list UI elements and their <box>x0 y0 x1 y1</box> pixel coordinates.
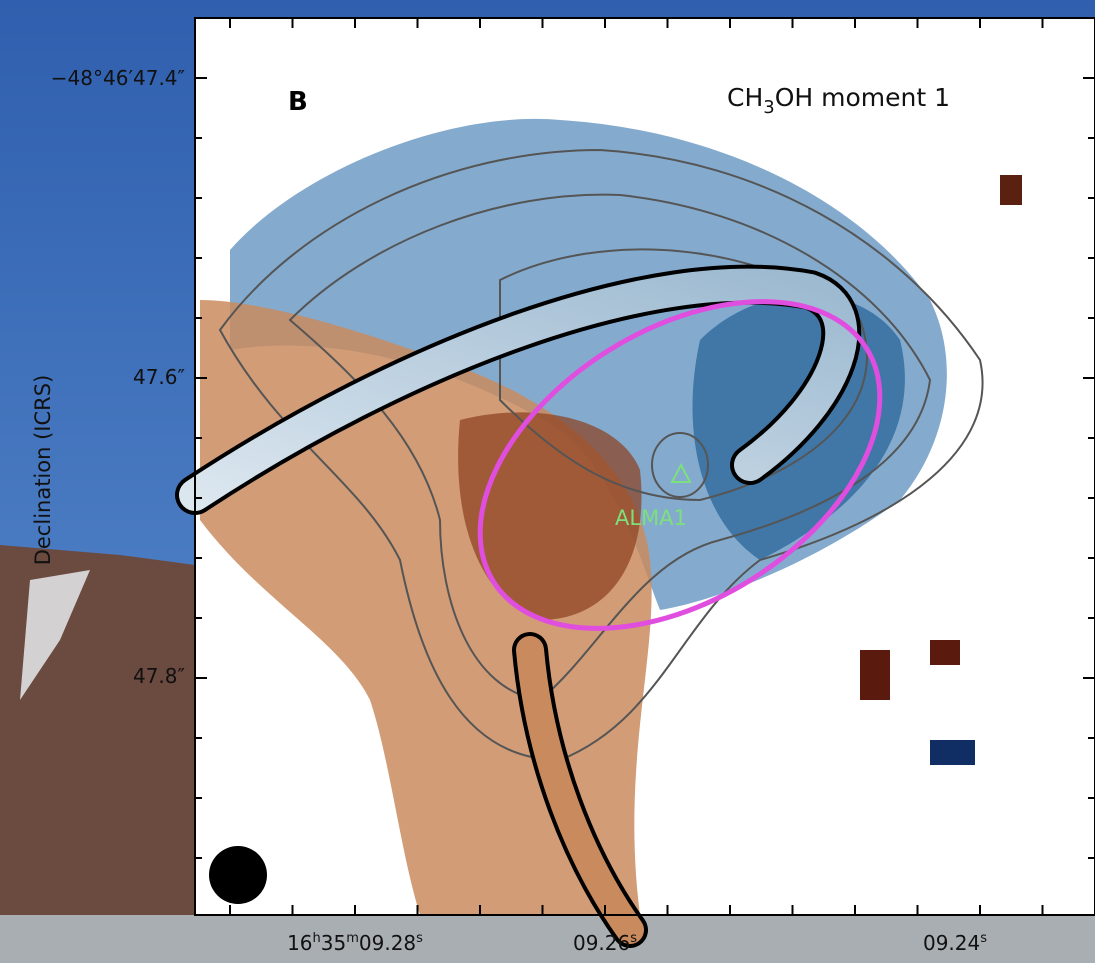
tick-unit: s <box>630 931 637 946</box>
y-axis-label: Declination (ICRS) <box>31 375 55 566</box>
source-marker <box>670 462 692 483</box>
tick-unit: m <box>346 931 359 946</box>
tick-value: 16 <box>287 931 312 955</box>
tick-value: 35 <box>321 931 346 955</box>
panel-label: B <box>288 87 308 117</box>
x-tick-label: 16h35m09.28s <box>287 931 423 955</box>
y-tick-label: 47.6″ <box>133 365 185 389</box>
tick-value: 09.28 <box>359 931 416 955</box>
source-label: ALMA1 <box>615 506 687 530</box>
plot-frame <box>194 17 1095 916</box>
ellipse <box>477 299 883 631</box>
snow <box>20 570 90 700</box>
title-part: OH moment 1 <box>775 83 950 112</box>
outflow-arc <box>175 264 862 948</box>
tick-unit: s <box>980 931 987 946</box>
panel-title: CH3OH moment 1 <box>727 83 950 118</box>
antenna-strip <box>0 915 1095 963</box>
beam <box>209 846 267 904</box>
x-tick-label: 09.24s <box>923 931 987 955</box>
title-subscript: 3 <box>763 97 774 118</box>
title-part: CH <box>727 83 763 112</box>
tick-value: 09.24 <box>923 931 980 955</box>
contours <box>218 148 984 762</box>
tick-unit: h <box>313 931 321 946</box>
tick-value: 09.26 <box>573 931 630 955</box>
y-tick-label: −48°46′47.4″ <box>51 66 185 90</box>
tick-unit: s <box>416 931 423 946</box>
y-tick-label: 47.8″ <box>133 664 185 688</box>
x-tick-label: 09.26s <box>573 931 637 955</box>
